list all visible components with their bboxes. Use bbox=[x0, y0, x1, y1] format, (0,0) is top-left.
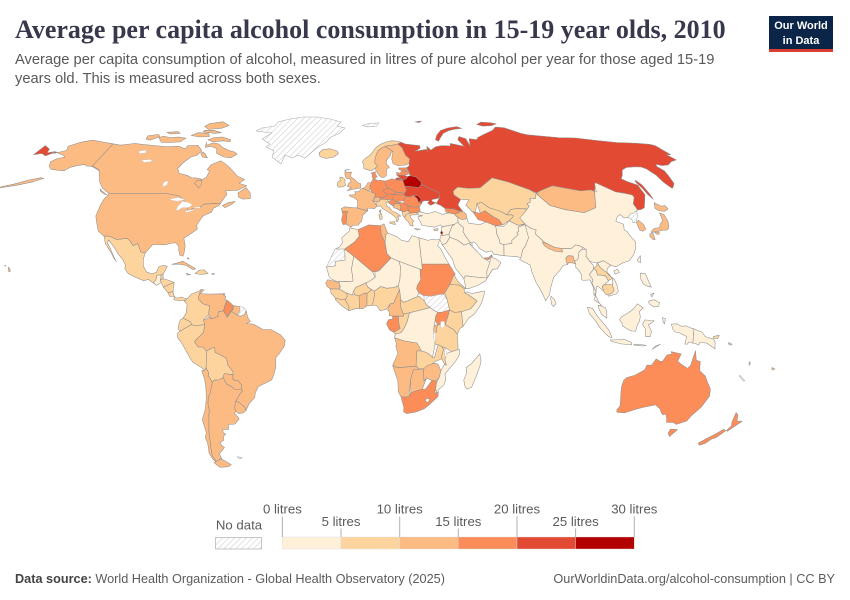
svg-text:0 litres: 0 litres bbox=[263, 502, 302, 517]
svg-text:30 litres: 30 litres bbox=[611, 502, 658, 517]
svg-text:15 litres: 15 litres bbox=[435, 514, 482, 529]
svg-text:No data: No data bbox=[216, 518, 263, 533]
svg-text:5 litres: 5 litres bbox=[322, 514, 361, 529]
svg-text:25 litres: 25 litres bbox=[553, 514, 600, 529]
svg-text:10 litres: 10 litres bbox=[377, 502, 424, 517]
svg-text:20 litres: 20 litres bbox=[494, 502, 541, 517]
